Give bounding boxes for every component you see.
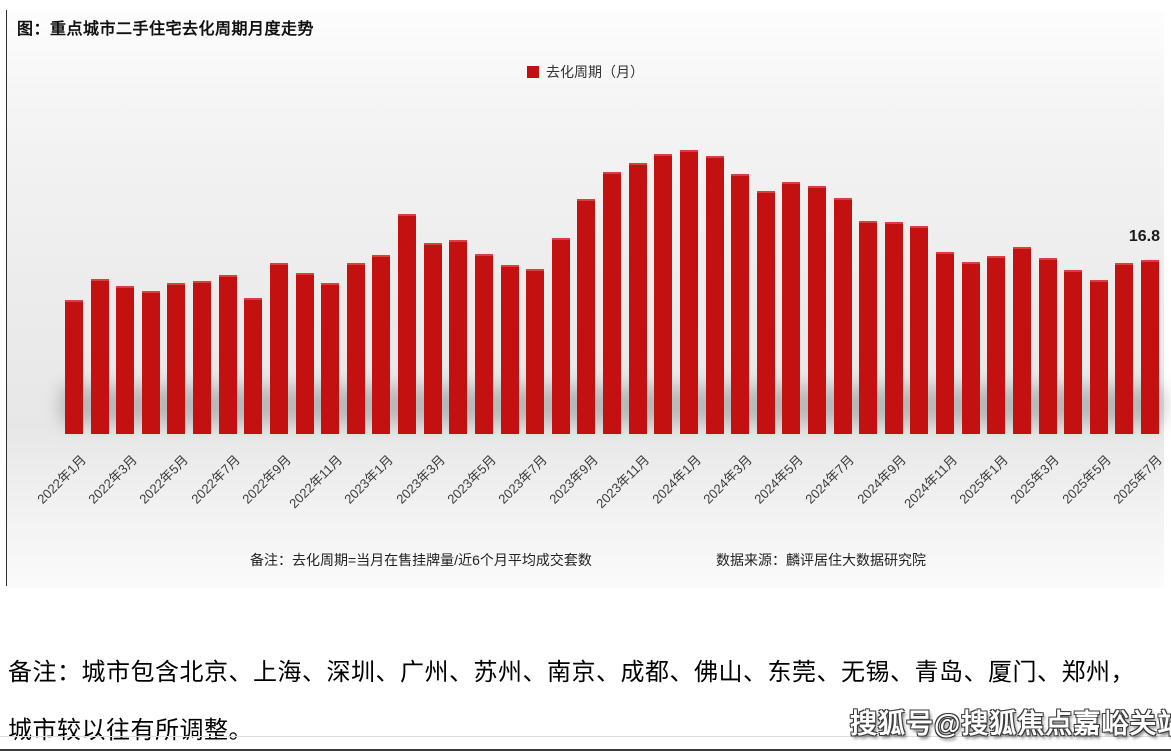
bar — [116, 285, 135, 434]
bar — [1064, 270, 1083, 434]
bar — [654, 154, 673, 434]
footer-hairline — [0, 736, 1171, 737]
bar — [474, 253, 493, 434]
bar — [269, 263, 288, 434]
bar — [731, 174, 750, 434]
legend-square-icon — [527, 66, 539, 78]
bar — [936, 251, 955, 434]
bar — [1038, 257, 1057, 434]
bar — [833, 197, 852, 434]
bar — [577, 198, 596, 434]
bar — [500, 265, 519, 434]
bar — [1012, 246, 1031, 434]
bar — [141, 291, 160, 434]
bar — [526, 269, 545, 434]
bar — [961, 262, 980, 434]
bar — [346, 263, 365, 434]
bar — [90, 278, 109, 434]
watermark: 搜狐号@搜狐焦点嘉峪关站 — [850, 709, 1171, 739]
bar — [321, 282, 340, 434]
bar — [705, 156, 724, 434]
bar — [218, 274, 237, 434]
bar — [372, 254, 391, 434]
bar — [167, 282, 186, 434]
footer-note-line2: 城市较以往有所调整。 — [8, 718, 253, 744]
chart-source: 数据来源：麟评居住大数据研究院 — [716, 552, 926, 568]
bar — [398, 214, 417, 434]
bar — [628, 162, 647, 434]
bar — [193, 280, 212, 434]
bar — [679, 150, 698, 434]
bar — [987, 255, 1006, 434]
bar — [423, 243, 442, 434]
chart-legend: 去化周期（月） — [7, 62, 1164, 82]
chart-panel: 图：重点城市二手住宅去化周期月度走势 去化周期（月） 2022年1月 2022年3… — [7, 10, 1165, 588]
bar — [910, 225, 929, 434]
bar — [65, 300, 83, 434]
bar — [244, 298, 263, 434]
legend-label: 去化周期（月） — [546, 64, 644, 80]
bar — [1141, 260, 1160, 434]
bar — [551, 238, 570, 434]
bar — [859, 220, 878, 434]
chart-title: 图：重点城市二手住宅去化周期月度走势 — [17, 21, 315, 38]
bar — [295, 273, 314, 434]
bar — [603, 171, 622, 434]
last-bar-value-label: 16.8 — [1128, 228, 1160, 245]
bar — [1115, 263, 1134, 434]
bar — [884, 221, 903, 434]
bar — [756, 190, 775, 434]
bar — [449, 240, 468, 434]
bottom-border-line — [0, 749, 1171, 751]
bar — [782, 182, 801, 434]
bar — [807, 186, 826, 434]
bar — [1089, 279, 1108, 434]
footer-note-line1: 备注：城市包含北京、上海、深圳、广州、苏州、南京、成都、佛山、东莞、无锡、青岛、… — [8, 660, 1135, 686]
chart-note: 备注：去化周期=当月在售挂牌量/近6个月平均成交套数 — [250, 552, 592, 568]
plot-area: 2022年1月 2022年3月 2022年5月 2022年7月 2022年9月 2022年… — [7, 10, 1165, 588]
